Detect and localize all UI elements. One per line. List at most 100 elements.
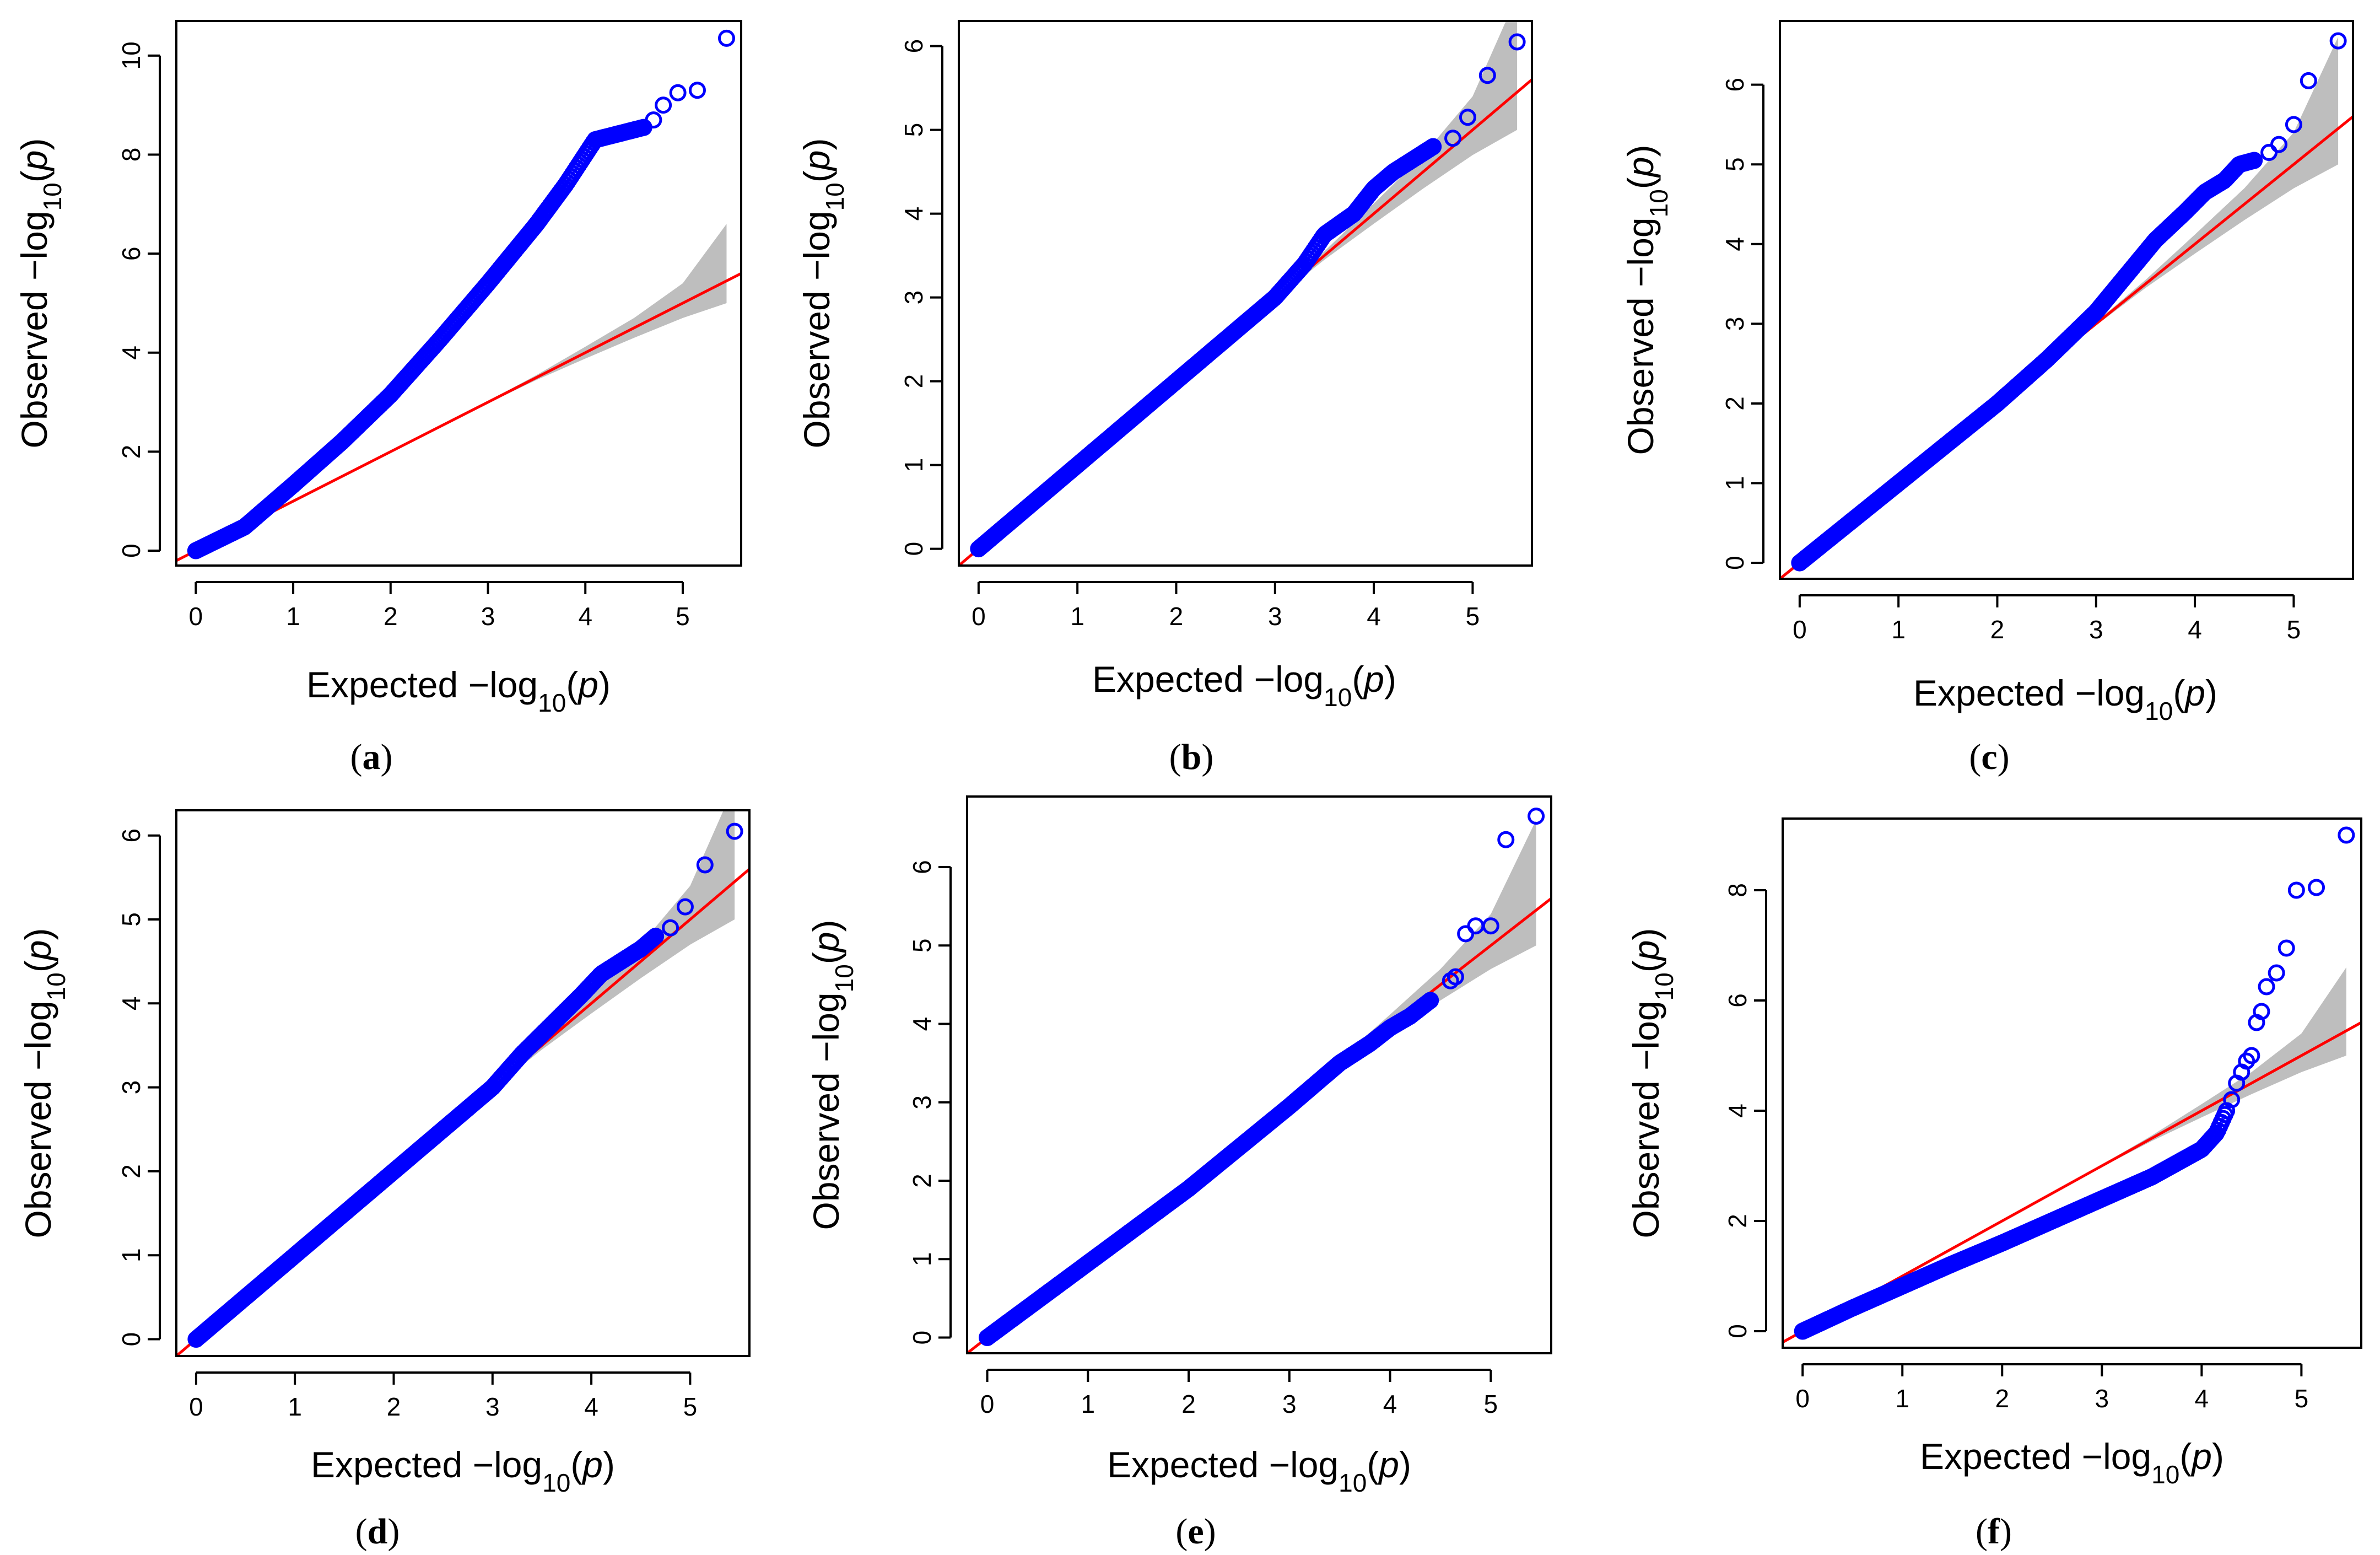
- axes-layer: 0 1 2 3 4 5 0 2 4 6 8: [1723, 883, 2308, 1413]
- panel-label: (d): [355, 1511, 400, 1552]
- x-tick-label: 1: [1081, 1390, 1095, 1418]
- x-tick-label: 5: [2295, 1384, 2309, 1413]
- confidence-band: [488, 224, 727, 403]
- x-axis-label-text: Expected −log10(p): [1107, 1444, 1411, 1497]
- observed-point: [1424, 138, 1442, 155]
- y-tick-label: 2: [908, 1174, 936, 1188]
- y-axis-label-text: Observed −log10(p): [18, 928, 71, 1239]
- outlier-point: [2329, 32, 2347, 50]
- axes-layer: 0 1 2 3 4 5 0 1 2 3 4 5 6: [117, 828, 697, 1421]
- axes-layer: 0 1 2 3 4 5 0 1 2 3 4 5 6: [1720, 78, 2301, 644]
- x-tick-label: 0: [1795, 1384, 1810, 1413]
- y-tick-label: 5: [899, 123, 928, 137]
- confidence-band-layer: [1289, 820, 1536, 1104]
- x-tick-label: 3: [2089, 615, 2103, 644]
- outlier-point: [2308, 879, 2325, 896]
- outlier-point: [1482, 917, 1499, 935]
- outlier-point: [2258, 978, 2275, 996]
- x-axis-label: Expected −log10(p): [1913, 672, 2217, 725]
- plot-frame: [1779, 20, 2354, 580]
- axes-layer: 0 1 2 3 4 5 0 1 2 3 4 5 6: [908, 860, 1498, 1418]
- x-tick-label: 2: [1181, 1390, 1196, 1418]
- observed-points-layer: [1791, 32, 2347, 572]
- panel-d: 0 1 2 3 4 5 0 1 2 3 4 5 6 Expected −log10(p) Observe…: [18, 809, 751, 1552]
- x-tick-label: 4: [1383, 1390, 1397, 1418]
- outlier-point: [2243, 1047, 2260, 1064]
- x-axis-label-text: Expected −log10(p): [1913, 672, 2217, 725]
- outlier-point: [669, 84, 687, 101]
- confidence-band-layer: [2102, 967, 2346, 1167]
- y-tick-label: 3: [908, 1095, 936, 1110]
- outlier-point: [1447, 968, 1464, 986]
- y-axis-label: Observed −log10(p): [1626, 928, 1679, 1239]
- outlier-point: [2300, 72, 2317, 89]
- x-axis-label: Expected −log10(p): [1920, 1436, 2224, 1489]
- y-tick-label: 5: [117, 912, 145, 927]
- y-axis-label-text: Observed −log10(p): [806, 920, 859, 1230]
- panel-b: 0 1 2 3 4 5 0 1 2 3 4 5 6 Expected −log10(p) Observe…: [796, 20, 1533, 777]
- x-tick-label: 1: [286, 602, 300, 631]
- y-axis-label: Observed −log10(p): [14, 138, 67, 449]
- x-tick-label: 4: [578, 602, 592, 631]
- y-tick-label: 2: [117, 445, 145, 459]
- x-tick-label: 0: [1793, 615, 1807, 644]
- x-tick-label: 4: [2188, 615, 2202, 644]
- y-tick-label: 8: [1723, 883, 1752, 897]
- outlier-point: [1508, 33, 1526, 51]
- panel-f: 0 1 2 3 4 5 0 2 4 6 8 Expected −log10(p) Observed …: [1626, 817, 2362, 1552]
- y-tick-label: 5: [908, 938, 936, 953]
- panel-e: 0 1 2 3 4 5 0 1 2 3 4 5 6 Expected −log10(p) Observe…: [806, 795, 1552, 1552]
- outlier-point: [2223, 1091, 2241, 1109]
- observed-point: [647, 927, 665, 945]
- x-axis-label-text: Expected −log10(p): [1920, 1436, 2224, 1489]
- panel-label: (a): [350, 737, 393, 777]
- y-tick-label: 6: [117, 828, 145, 843]
- y-tick-label: 10: [117, 41, 145, 69]
- x-tick-label: 5: [2287, 615, 2301, 644]
- y-tick-label: 1: [1720, 476, 1749, 491]
- panel-label: (b): [1169, 737, 1214, 777]
- y-axis-label: Observed −log10(p): [1620, 145, 1673, 455]
- plot-frame: [175, 20, 742, 567]
- x-tick-label: 0: [972, 602, 986, 631]
- outlier-point: [2285, 116, 2302, 133]
- panel-letter: d: [368, 1511, 388, 1552]
- y-tick-label: 0: [899, 542, 928, 556]
- observed-point: [1422, 992, 1439, 1009]
- observed-point: [2246, 152, 2263, 169]
- panel-a: 0 1 2 3 4 5 0 2 4 6 8 10 Expected −log10(p) Observe…: [14, 20, 742, 777]
- y-tick-label: 1: [908, 1252, 936, 1266]
- outlier-point: [696, 856, 714, 874]
- y-tick-label: 6: [899, 39, 928, 53]
- y-tick-label: 1: [899, 458, 928, 472]
- y-axis-label-text: Observed −log10(p): [14, 138, 67, 449]
- panel-letter: f: [1988, 1511, 2000, 1552]
- panel-letter: a: [363, 737, 381, 777]
- x-axis-label: Expected −log10(p): [1107, 1444, 1411, 1497]
- plot-frame: [958, 20, 1533, 567]
- confidence-band: [2096, 36, 2339, 326]
- outlier-point: [1459, 109, 1476, 126]
- x-tick-label: 4: [2195, 1384, 2209, 1413]
- y-tick-label: 2: [1723, 1214, 1752, 1228]
- observed-points-layer: [187, 822, 743, 1348]
- confidence-band-layer: [488, 224, 727, 403]
- x-tick-label: 3: [1268, 602, 1282, 631]
- panel-label: (e): [1175, 1511, 1216, 1552]
- panel-c: 0 1 2 3 4 5 0 1 2 3 4 5 6 Expected −log10(p) Observe…: [1620, 20, 2354, 777]
- outlier-point: [2278, 939, 2295, 957]
- outlier-point: [662, 919, 679, 937]
- y-tick-label: 0: [908, 1331, 936, 1345]
- x-tick-label: 2: [1990, 615, 2005, 644]
- outlier-point: [1444, 130, 1462, 147]
- x-axis-label: Expected −log10(p): [311, 1444, 615, 1497]
- outlier-point: [2270, 136, 2288, 153]
- y-axis-label: Observed −log10(p): [796, 138, 849, 449]
- x-axis-label-text: Expected −log10(p): [1092, 659, 1396, 712]
- plot-frame: [1782, 817, 2362, 1349]
- x-tick-label: 1: [288, 1392, 302, 1421]
- y-tick-label: 0: [117, 544, 145, 558]
- x-axis-label-text: Expected −log10(p): [306, 664, 611, 717]
- y-tick-label: 3: [899, 290, 928, 305]
